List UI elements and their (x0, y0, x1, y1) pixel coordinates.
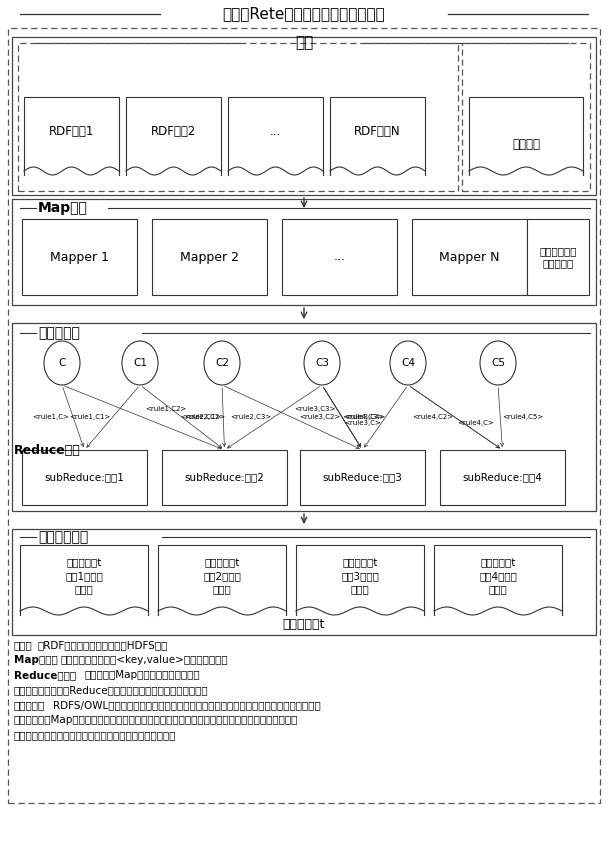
Bar (158, 545, 286, 615)
Bar (126, 97, 221, 175)
Text: 迭代次数：: 迭代次数： (14, 700, 45, 710)
Bar (434, 545, 562, 615)
Text: subReduce:规则4: subReduce:规则4 (463, 473, 542, 482)
Ellipse shape (44, 341, 80, 385)
Text: 迭代次数：t
规则4推理结
果文件: 迭代次数：t 规则4推理结 果文件 (479, 558, 517, 595)
Text: 把RDF文件和本体文件上传到HDFS中。: 把RDF文件和本体文件上传到HDFS中。 (38, 640, 168, 650)
Text: C: C (58, 358, 66, 368)
Text: 迭代次数：t
规则3推理结
果文件: 迭代次数：t 规则3推理结 果文件 (341, 558, 379, 595)
Bar (300, 450, 425, 505)
Text: <rule4,C3>: <rule4,C3> (342, 414, 383, 420)
Bar (462, 43, 590, 191)
Text: 当前推理结果: 当前推理结果 (38, 530, 88, 544)
Text: <rule1,C1>: <rule1,C1> (69, 414, 110, 420)
Text: Mapper 2: Mapper 2 (180, 250, 239, 263)
Ellipse shape (122, 341, 158, 385)
Bar (22, 450, 147, 505)
Text: C2: C2 (215, 358, 229, 368)
Text: <rule3,C3>: <rule3,C3> (294, 406, 336, 413)
Text: <rule1,C>: <rule1,C> (32, 414, 69, 420)
Bar (469, 97, 583, 175)
Bar (440, 450, 565, 505)
Text: subReduce:规则3: subReduce:规则3 (323, 473, 402, 482)
Text: Mapper 1: Mapper 1 (50, 250, 109, 263)
Text: RDF文件N: RDF文件N (354, 124, 401, 138)
Text: C3: C3 (315, 358, 329, 368)
Bar (152, 219, 267, 295)
Text: ...: ... (334, 250, 345, 263)
Text: 迭代次数：t
规则2推理结
果文件: 迭代次数：t 规则2推理结 果文件 (203, 558, 241, 595)
Text: 输入: 输入 (295, 35, 313, 51)
Text: <rule2,C2>: <rule2,C2> (184, 414, 226, 420)
Bar (228, 97, 323, 175)
Bar (24, 97, 119, 175)
Bar (330, 97, 425, 175)
Bar (12, 199, 596, 305)
Text: RDFS/OWL规则的推理中，需要将推理产生的新的三元组数据和原始的三元组数据都作为: RDFS/OWL规则的推理中，需要将推理产生的新的三元组数据和原始的三元组数据都… (53, 700, 321, 710)
Text: <rule2,C3>: <rule2,C3> (230, 414, 271, 420)
Bar (18, 43, 458, 191)
Text: 分布式Rete算法一次并行推理框架图: 分布式Rete算法一次并行推理框架图 (223, 7, 385, 22)
Text: 下一次推理的Map输入，直到不再产生新的三元组为止。这里的迭代次数为所设计的推理算法需要执: 下一次推理的Map输入，直到不再产生新的三元组为止。这里的迭代次数为所设计的推理… (14, 715, 299, 725)
Text: 根据规则和Map阶段的输出进行推理。: 根据规则和Map阶段的输出进行推理。 (84, 670, 200, 680)
Text: 读入输入文件，生成<key,value>形式的三元组。: 读入输入文件，生成<key,value>形式的三元组。 (61, 655, 229, 665)
Bar (22, 219, 137, 295)
Text: 当前推理结果：根据Reduce阶段的输出获得当前推理结果文件。: 当前推理结果：根据Reduce阶段的输出获得当前推理结果文件。 (14, 685, 209, 695)
Ellipse shape (480, 341, 516, 385)
Bar (8, 28, 600, 803)
Text: <rule3,C>: <rule3,C> (344, 420, 381, 426)
Bar (412, 219, 527, 295)
Text: <rule2,C1>: <rule2,C1> (180, 414, 221, 420)
Text: <rule3,C2>: <rule3,C2> (299, 414, 340, 420)
Bar (12, 529, 596, 635)
Bar (12, 323, 596, 511)
Text: C4: C4 (401, 358, 415, 368)
Bar (162, 450, 287, 505)
Text: subReduce:规则2: subReduce:规则2 (185, 473, 264, 482)
Text: <rule1,C2>: <rule1,C2> (145, 406, 187, 413)
Text: Reduce阶段: Reduce阶段 (14, 444, 81, 457)
Text: 输入：: 输入： (14, 640, 33, 650)
Text: <rule4,C>: <rule4,C> (457, 419, 494, 425)
Text: Mapper N: Mapper N (439, 250, 500, 263)
Text: RDF文件2: RDF文件2 (151, 124, 196, 138)
Text: RDF文件1: RDF文件1 (49, 124, 94, 138)
Bar (296, 545, 424, 615)
Bar (527, 219, 589, 295)
Text: <rule3,C4>: <rule3,C4> (344, 414, 385, 420)
Text: <rule4,C5>: <rule4,C5> (502, 414, 544, 420)
Text: C5: C5 (491, 358, 505, 368)
Ellipse shape (390, 341, 426, 385)
Ellipse shape (204, 341, 240, 385)
Text: 加载模式三元
组到内存中: 加载模式三元 组到内存中 (539, 246, 577, 268)
Text: C1: C1 (133, 358, 147, 368)
Text: 本体文件: 本体文件 (512, 138, 540, 152)
Text: <rule4,C2>: <rule4,C2> (412, 414, 453, 420)
Text: Map阶段: Map阶段 (38, 201, 88, 215)
Text: ...: ... (270, 124, 281, 138)
Text: 迭代次数：t: 迭代次数：t (283, 619, 325, 632)
Text: subReduce:规则1: subReduce:规则1 (44, 473, 125, 482)
Text: 行的次数，只有不再产生新的三元组，算法的迭代才停止。: 行的次数，只有不再产生新的三元组，算法的迭代才停止。 (14, 730, 176, 740)
Ellipse shape (304, 341, 340, 385)
Text: 迭代次数：t
规则1推理结
果文件: 迭代次数：t 规则1推理结 果文件 (65, 558, 103, 595)
Text: Map阶段：: Map阶段： (14, 655, 58, 665)
Bar (20, 545, 148, 615)
Text: 三元组前件: 三元组前件 (38, 326, 80, 340)
Bar (12, 37, 596, 195)
Text: Reduce阶段：: Reduce阶段： (14, 670, 76, 680)
Bar (282, 219, 397, 295)
